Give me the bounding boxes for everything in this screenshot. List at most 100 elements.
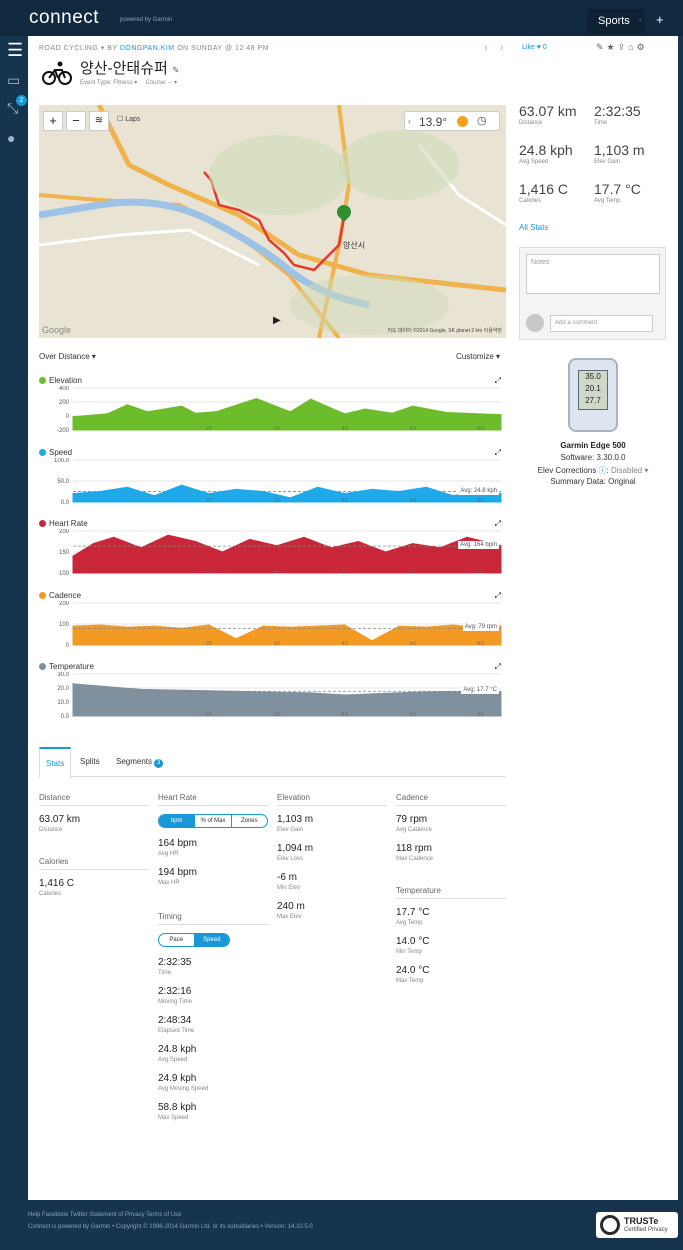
heart-rate-chart: Heart Rate ⤢ 200 150 100 20 30 40 50 60 Avg: 164 b… <box>39 519 505 585</box>
hr-percent-max-option[interactable]: % of Max <box>194 815 230 827</box>
elev-gain-value: 1,103 m <box>277 814 314 825</box>
footer-links[interactable]: Help Facebook Twitter Statement of Priva… <box>28 1212 182 1218</box>
device-name: Garmin Edge 500 <box>560 441 626 450</box>
cadence-chart-title[interactable]: Cadence <box>39 591 81 600</box>
bicycle-icon <box>42 61 72 85</box>
elev-gain-label: Elev Gain <box>277 827 304 833</box>
like-button[interactable]: Like ♥ 0 <box>522 44 547 51</box>
summary-distance: 63.07 km Distance <box>519 103 577 126</box>
x-tick-label: 20 <box>206 569 213 575</box>
play-route-icon[interactable]: ▶ <box>273 315 281 326</box>
elev-corrections-select[interactable]: Disabled ▾ <box>611 466 649 475</box>
favorite-icon[interactable]: ★ <box>606 42 618 52</box>
course-select[interactable]: Course: -- ▾ <box>145 80 177 86</box>
cadence-point <box>425 626 427 628</box>
speed-chart: Speed ⤢ 100.0 50.0 0.0 20 30 40 50 60 Avg: 24.8 kp… <box>39 448 505 514</box>
temperature-plot[interactable]: 30.0 20.0 10.0 0.0 20 30 40 50 60 <box>39 672 505 728</box>
distance-label: Distance <box>39 827 63 833</box>
y-tick-label: 150 <box>59 550 70 556</box>
layers-icon[interactable]: ≋ <box>89 111 109 131</box>
hr-zones-option[interactable]: Zones <box>230 815 267 827</box>
activity-meta: Event Type: Fitness ▾ Course: -- ▾ <box>80 79 177 86</box>
truste-logo-icon <box>600 1215 620 1235</box>
cadence-expand-icon[interactable]: ⤢ <box>494 591 501 600</box>
prev-activity-icon[interactable]: ‹ <box>484 42 488 54</box>
edit-pencil-icon[interactable]: ✎ <box>171 65 180 75</box>
weather-prev-icon[interactable]: ‹ <box>408 116 411 126</box>
elevation-point <box>126 404 128 406</box>
laps-toggle[interactable]: ☐ Laps <box>117 116 141 123</box>
cadence-point <box>316 625 319 627</box>
inbox-icon[interactable]: ▭ <box>7 72 21 88</box>
sports-caret[interactable]: . <box>639 14 642 23</box>
cadence-chart: Cadence ⤢ 200 100 0 20 30 40 50 60 Avg: 79 rpm <box>39 591 505 657</box>
speed-option[interactable]: Speed <box>193 934 229 946</box>
heart-rate-chart-title[interactable]: Heart Rate <box>39 519 88 528</box>
summary-speed: 24.8 kph Avg Speed <box>519 142 573 165</box>
heart-rate-point <box>276 545 278 547</box>
min-temp-label: Min Temp <box>396 949 422 955</box>
elev-corrections: Elev Corrections ⓘ: Disabled ▾ <box>537 466 649 475</box>
truste-subtitle: Certified Privacy <box>624 1227 668 1233</box>
event-type-select[interactable]: Event Type: Fitness ▾ <box>80 80 138 86</box>
notes-field[interactable]: Notes <box>526 254 660 294</box>
heart-icon: ♥ <box>536 44 541 51</box>
tab-splits[interactable]: Splits <box>80 757 100 766</box>
over-distance-select[interactable]: Over Distance ▾ <box>39 352 96 361</box>
hr-bpm-option[interactable]: bpm <box>159 815 195 827</box>
settings-icon[interactable]: ⚙ <box>636 42 648 52</box>
temperature-chart-title[interactable]: Temperature <box>39 662 94 671</box>
zoom-in-button[interactable]: + <box>43 111 63 131</box>
user-link[interactable]: DONGPAN.KIM <box>119 45 175 52</box>
elevation-dot-icon <box>39 377 46 384</box>
customize-select[interactable]: Customize ▾ <box>456 352 501 361</box>
sports-menu-button[interactable]: Sports <box>587 9 645 34</box>
share-icon[interactable]: ⇪ <box>617 42 629 52</box>
connect-logo[interactable]: connect <box>29 7 100 28</box>
comment-input[interactable]: Add a comment. <box>550 315 653 332</box>
heart-rate-dot-icon <box>39 520 46 527</box>
next-activity-icon[interactable]: › <box>499 42 504 54</box>
lock-icon[interactable]: ⌂ <box>628 42 637 52</box>
add-button[interactable]: + <box>656 12 664 27</box>
tab-stats[interactable]: Stats <box>39 747 72 778</box>
speed-point <box>289 497 291 499</box>
map-attribution: 지도 데이터 ©2014 Google, SK planet 2 km 이용약관 <box>387 328 502 334</box>
heart-rate-expand-icon[interactable]: ⤢ <box>494 519 501 528</box>
route-map[interactable]: + − ≋ ☐ Laps ‹ 13.9° ◷ 양산시 ▶ 지도 데이터 ©201… <box>39 105 506 338</box>
temperature-point <box>72 683 74 685</box>
tab-segments[interactable]: Segments 3 <box>116 757 164 768</box>
weather-widget[interactable]: ‹ 13.9° ◷ <box>404 111 500 131</box>
edit-icon[interactable]: ✎ <box>596 42 607 52</box>
speed-chart-title[interactable]: Speed <box>39 448 72 457</box>
min-elev-label: Min Elev <box>277 885 301 891</box>
speed-plot[interactable]: 100.0 50.0 0.0 20 30 40 50 60 <box>39 458 505 514</box>
map-canvas[interactable] <box>39 105 506 338</box>
connections-icon[interactable]: ⤡ <box>7 100 19 116</box>
elevation-plot[interactable]: 400 200 0 -200 20 30 40 50 60 <box>39 386 505 442</box>
max-elev-label: Max Elev <box>277 914 302 920</box>
calories-label: Calories <box>39 891 62 897</box>
elevation-chart-title[interactable]: Elevation <box>39 376 82 385</box>
profile-icon[interactable]: ● <box>7 130 16 146</box>
menu-icon[interactable]: ☰ <box>7 40 24 60</box>
cadence-chart-label: Cadence <box>49 591 82 600</box>
all-stats-link[interactable]: All Stats <box>519 223 549 232</box>
heart-rate-point <box>249 538 251 540</box>
pace-option[interactable]: Pace <box>169 937 184 943</box>
heart-rate-plot[interactable]: 200 150 100 20 30 40 50 60 <box>39 529 505 585</box>
y-tick-label: 50.0 <box>57 479 69 485</box>
distance-value: 63.07 km <box>39 814 81 825</box>
activity-title-text: 양산-안태슈퍼 <box>80 60 168 77</box>
elapsed-time-value: 2:48:34 <box>158 1015 192 1026</box>
x-tick-label: 20 <box>206 426 213 432</box>
truste-badge[interactable]: TRUSTe Certified Privacy <box>596 1212 678 1238</box>
elevation-expand-icon[interactable]: ⤢ <box>494 376 501 385</box>
temperature-expand-icon[interactable]: ⤢ <box>494 662 501 671</box>
speed-expand-icon[interactable]: ⤢ <box>494 448 501 457</box>
help-icon[interactable]: ⓘ <box>598 466 607 475</box>
activity-type[interactable]: ROAD CYCLING <box>39 45 99 52</box>
zoom-out-button[interactable]: − <box>66 111 86 131</box>
cadence-plot[interactable]: 200 100 0 20 30 40 50 60 <box>39 601 505 657</box>
laps-label: Laps <box>125 116 141 123</box>
